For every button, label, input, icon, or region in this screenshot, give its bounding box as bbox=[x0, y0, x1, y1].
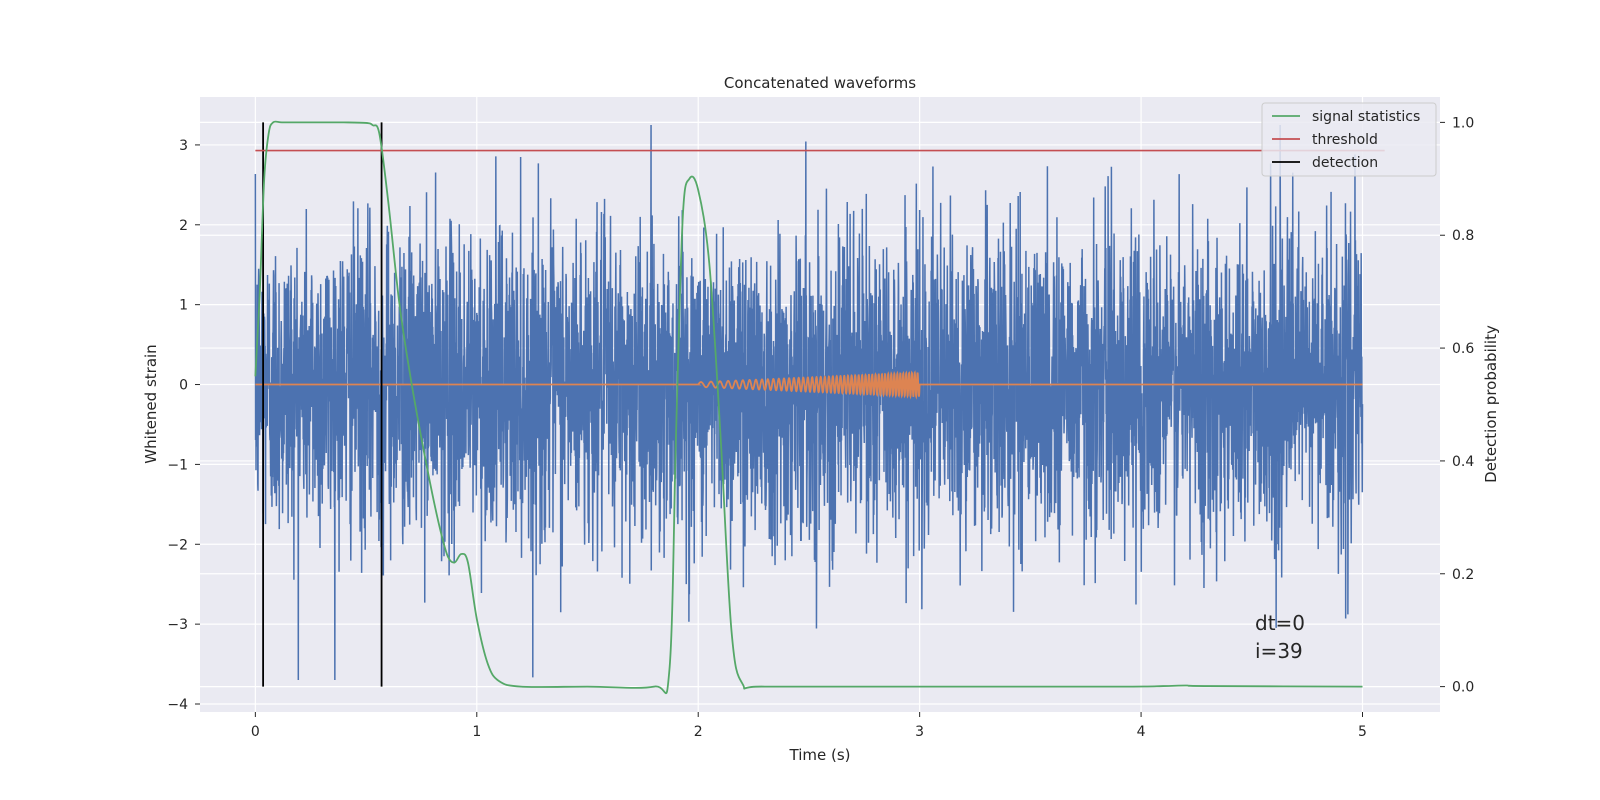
annotation-index: i=39 bbox=[1255, 639, 1303, 663]
y-tick-label-right: 0.2 bbox=[1452, 567, 1474, 583]
x-tick-label: 1 bbox=[472, 724, 481, 740]
right-y-axis-label: Detection probability bbox=[1482, 325, 1500, 483]
template-series bbox=[255, 370, 1363, 400]
y-tick-label-left: 2 bbox=[179, 218, 188, 234]
y-tick-label-left: 3 bbox=[179, 138, 188, 154]
legend-box bbox=[1261, 102, 1437, 177]
legend-label-threshold: threshold bbox=[1312, 132, 1378, 148]
x-tick-label: 5 bbox=[1358, 724, 1367, 740]
y-tick-label-right: 0.4 bbox=[1452, 454, 1474, 470]
legend-label-signal-statistics: signal statistics bbox=[1312, 109, 1420, 125]
y-tick-label-right: 1.0 bbox=[1452, 115, 1474, 131]
x-axis-ticks: 0 1 2 3 4 5 bbox=[251, 712, 1367, 740]
y-tick-label-left: −3 bbox=[167, 617, 188, 633]
x-axis-label: Time (s) bbox=[789, 746, 851, 764]
y-tick-label-left: 1 bbox=[179, 298, 188, 314]
right-y-axis-ticks: 0.0 0.2 0.4 0.6 0.8 1.0 bbox=[1440, 115, 1474, 696]
legend: signal statistics threshold detection bbox=[1261, 102, 1437, 177]
y-tick-label-right: 0.8 bbox=[1452, 228, 1474, 244]
y-tick-label-left: −1 bbox=[167, 457, 188, 473]
chart-title: Concatenated waveforms bbox=[724, 74, 916, 92]
y-tick-label-left: −4 bbox=[167, 697, 188, 713]
annotation-dt: dt=0 bbox=[1255, 611, 1305, 635]
legend-label-detection: detection bbox=[1312, 155, 1378, 171]
signal-statistics-series bbox=[254, 120, 1363, 695]
y-tick-label-left: −2 bbox=[167, 537, 188, 553]
strain-line bbox=[254, 124, 1364, 681]
left-y-axis-ticks: −4 −3 −2 −1 0 1 2 3 bbox=[167, 138, 200, 713]
y-tick-label-right: 0.6 bbox=[1452, 341, 1474, 357]
strain-series bbox=[254, 124, 1364, 681]
template-line bbox=[255, 370, 1363, 400]
signal-statistics-line bbox=[254, 120, 1363, 695]
x-tick-label: 3 bbox=[915, 724, 924, 740]
y-tick-label-left: 0 bbox=[179, 378, 188, 394]
left-y-axis-label: Whitened strain bbox=[142, 344, 160, 463]
x-tick-label: 0 bbox=[251, 724, 260, 740]
x-tick-label: 4 bbox=[1137, 724, 1146, 740]
x-tick-label: 2 bbox=[694, 724, 703, 740]
y-tick-label-right: 0.0 bbox=[1452, 680, 1474, 696]
